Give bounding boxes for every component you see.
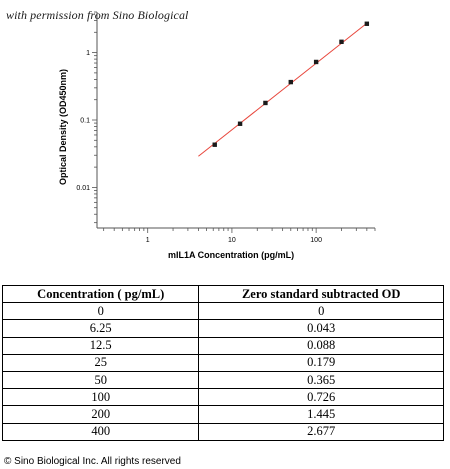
data-point (263, 100, 268, 106)
table-cell: 12.5 (1, 336, 200, 355)
table-row: 100 0.726 (1, 388, 444, 407)
column-header-concentration: Concentration ( pg/mL) (1, 284, 200, 304)
table-cell: 1.445 (198, 405, 444, 424)
y-tick-label: 0.01 (76, 185, 90, 192)
table-cell: 0.365 (198, 370, 444, 390)
standard-data-table: Concentration ( pg/mL) Zero standard sub… (1, 284, 444, 441)
table-cell: 2.677 (198, 422, 444, 441)
standard-curve-chart: 1 10 100 0.01 0.1 1 (76, 11, 376, 244)
table-cell: 50 (1, 370, 200, 390)
table-cell: 0.043 (198, 319, 444, 338)
table-cell: 200 (1, 405, 200, 424)
y-tick-label: 1 (86, 50, 90, 57)
chart-axes (96, 12, 375, 229)
data-point (237, 121, 243, 126)
x-tick-label: 1 (146, 237, 150, 244)
y-axis-title: Optical Density (OD450nm) (58, 68, 68, 186)
table-cell: 0.726 (198, 388, 444, 407)
x-tick-label: 10 (228, 237, 236, 244)
table-row: 50 0.365 (1, 370, 444, 390)
x-tick-label: 100 (310, 237, 322, 244)
fit-line-group (198, 22, 368, 157)
table-row: 12.5 0.088 (1, 336, 444, 355)
column-header-od: Zero standard subtracted OD (198, 284, 444, 304)
x-axis-title: mIL1A Concentration (pg/mL) (168, 250, 295, 260)
table-cell: 0.179 (198, 353, 444, 372)
table-row: 25 0.179 (1, 353, 444, 372)
table-cell: 0 (198, 302, 444, 321)
table-header-row: Concentration ( pg/mL) Zero standard sub… (1, 284, 444, 304)
copyright-footer: © Sino Biological Inc. All rights reserv… (4, 456, 181, 467)
data-point (313, 59, 319, 65)
table-cell: 6.25 (1, 319, 200, 338)
data-point (339, 39, 344, 45)
table-row: 200 1.445 (1, 405, 444, 424)
table-cell: 100 (1, 388, 200, 407)
table-cell: 0.088 (198, 336, 444, 355)
fit-line (198, 22, 368, 157)
data-points-group (212, 21, 370, 147)
table-row: 6.25 0.043 (1, 319, 444, 338)
table-row: 400 2.677 (1, 422, 444, 441)
table-cell: 400 (1, 422, 200, 441)
chart-ticks: 1 10 100 0.01 0.1 1 (76, 11, 376, 244)
y-tick-label: 0.1 (80, 118, 90, 125)
data-point (288, 79, 293, 85)
table-cell: 0 (1, 302, 200, 321)
table-cell: 25 (1, 353, 200, 372)
data-point (364, 21, 370, 26)
data-point (212, 142, 217, 147)
